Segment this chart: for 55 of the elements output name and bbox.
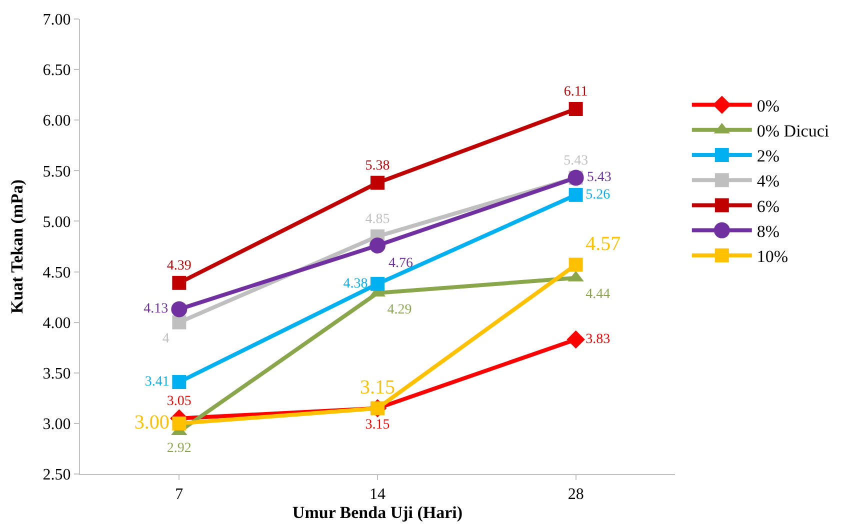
- point: [172, 276, 186, 290]
- y-tick-label: 4.50: [42, 264, 71, 282]
- point: [172, 416, 186, 430]
- data-label: 5.26: [586, 187, 610, 202]
- legend-label: 0%: [756, 96, 780, 116]
- y-tick-label: 5.00: [42, 214, 71, 231]
- y-tick-label: 2.50: [42, 466, 71, 484]
- legend-label: 8%: [756, 222, 780, 241]
- point: [568, 188, 583, 202]
- point: [172, 374, 186, 389]
- y-tick-label: 5.50: [42, 163, 71, 180]
- y-tick-label: 7.00: [42, 12, 71, 29]
- y-tick-label: 3.00: [42, 416, 71, 434]
- data-label: 4.57: [586, 232, 621, 255]
- y-tick-label: 4.00: [42, 314, 71, 332]
- legend-label: 10%: [756, 247, 788, 266]
- x-axis-title: Umur Benda Uji (Hari): [292, 503, 463, 522]
- data-label: 4.44: [586, 287, 610, 302]
- data-label: 4.39: [166, 258, 192, 274]
- data-label: 2.92: [166, 440, 192, 456]
- data-label: 4.76: [388, 256, 413, 271]
- point: [568, 258, 583, 272]
- y-tick-label: 6.50: [42, 62, 71, 80]
- data-label: 4: [162, 332, 170, 347]
- x-tick-label: 14: [370, 486, 386, 504]
- data-label: 3.15: [365, 418, 390, 433]
- point: [568, 102, 583, 116]
- data-label: 5.43: [564, 153, 588, 168]
- data-label: 3.41: [144, 374, 170, 390]
- y-tick-label: 6.00: [42, 112, 71, 130]
- data-label: 5.43: [586, 170, 612, 186]
- x-tick-label: 7: [175, 486, 184, 504]
- data-label: 4.29: [387, 302, 412, 318]
- data-label: 4.13: [144, 302, 168, 317]
- y-axis-title: Kuat Tekan (mPa): [7, 179, 26, 314]
- point: [370, 176, 384, 190]
- data-label: 4.85: [365, 212, 390, 228]
- data-label: 3.15: [360, 376, 395, 399]
- point: [171, 301, 188, 318]
- point: [172, 315, 186, 330]
- data-label: 3.83: [586, 332, 610, 348]
- legend-label: 4%: [756, 172, 780, 191]
- data-label: 5.38: [365, 158, 390, 174]
- legend-label: 6%: [756, 196, 780, 216]
- legend-label: 2%: [756, 146, 780, 166]
- data-label: 4.38: [343, 276, 368, 292]
- y-tick-label: 3.50: [42, 365, 71, 382]
- x-tick-label: 28: [568, 486, 584, 504]
- point: [370, 237, 386, 254]
- legend-label: 0% Dicuci: [756, 122, 830, 141]
- data-label: 3.05: [166, 394, 192, 410]
- point: [566, 330, 585, 349]
- data-label: 3.00: [134, 411, 170, 434]
- data-label: 6.11: [564, 84, 588, 100]
- point: [370, 276, 384, 291]
